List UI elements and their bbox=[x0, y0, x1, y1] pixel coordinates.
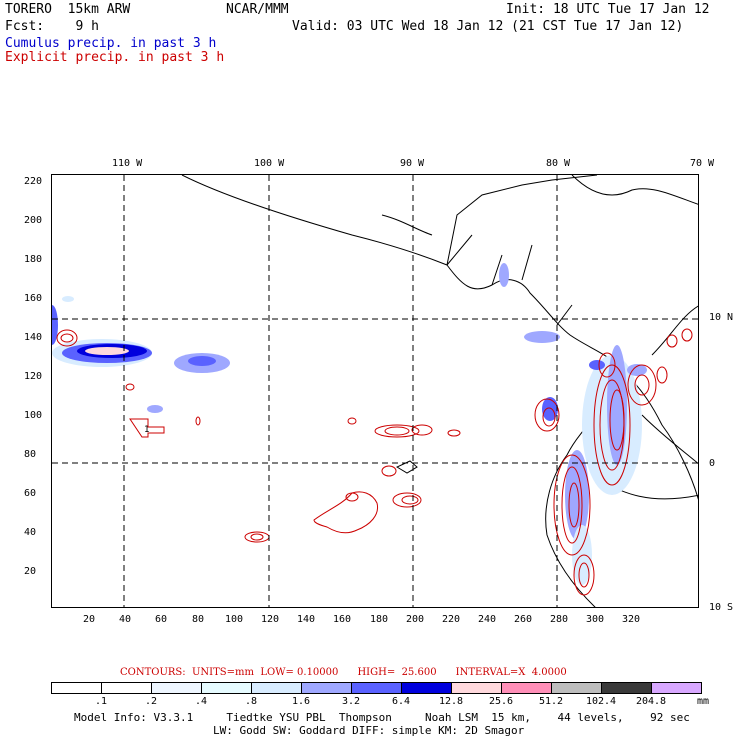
scale-tick: .4 bbox=[194, 696, 208, 707]
scale-tick: .2 bbox=[144, 696, 158, 707]
color-scale-bar bbox=[51, 682, 702, 694]
grid-y-label: 80 bbox=[24, 449, 37, 460]
grid-x-label: 200 bbox=[406, 614, 425, 625]
cumulus-legend: Cumulus precip. in past 3 h bbox=[5, 36, 217, 51]
explicit-legend: Explicit precip. in past 3 h bbox=[5, 50, 225, 65]
map-point-label: 1 bbox=[144, 425, 150, 435]
scale-swatch bbox=[101, 683, 151, 693]
scale-swatch bbox=[401, 683, 451, 693]
grid-y-label: 160 bbox=[24, 293, 43, 304]
map-panel: 1 bbox=[51, 174, 699, 608]
scale-tick: 51.2 bbox=[538, 696, 564, 707]
lat-label-10s: 10 S bbox=[709, 602, 734, 613]
grid-x-label: 100 bbox=[225, 614, 244, 625]
grid-x-label: 120 bbox=[261, 614, 280, 625]
lon-label-100w: 100 W bbox=[254, 158, 285, 169]
grid-y-label: 200 bbox=[24, 215, 43, 226]
grid-y-label: 100 bbox=[24, 410, 43, 421]
scale-swatch bbox=[601, 683, 651, 693]
scale-swatch bbox=[251, 683, 301, 693]
forecast-hour: Fcst: 9 h bbox=[5, 19, 99, 34]
grid-x-label: 220 bbox=[442, 614, 461, 625]
scale-swatch bbox=[201, 683, 251, 693]
grid-x-label: 40 bbox=[119, 614, 132, 625]
grid-x-label: 80 bbox=[192, 614, 205, 625]
scale-swatch bbox=[151, 683, 201, 693]
scale-tick: 6.4 bbox=[391, 696, 411, 707]
grid-y-label: 140 bbox=[24, 332, 43, 343]
grid-y-label: 40 bbox=[24, 527, 37, 538]
grid-x-label: 280 bbox=[550, 614, 569, 625]
lon-label-70w: 70 W bbox=[690, 158, 715, 169]
scale-tick: 1.6 bbox=[291, 696, 311, 707]
scale-tick: 204.8 bbox=[635, 696, 667, 707]
lon-label-80w: 80 W bbox=[546, 158, 571, 169]
grid-x-label: 160 bbox=[333, 614, 352, 625]
grid-y-label: 220 bbox=[24, 176, 43, 187]
grid-y-label: 120 bbox=[24, 371, 43, 382]
scale-swatch bbox=[301, 683, 351, 693]
model-name: TORERO 15km ARW bbox=[5, 2, 131, 17]
scale-tick: 12.8 bbox=[438, 696, 464, 707]
grid-x-label: 320 bbox=[622, 614, 641, 625]
lat-label-0: 0 bbox=[709, 458, 716, 469]
scale-tick: .8 bbox=[244, 696, 258, 707]
scale-tick: 102.4 bbox=[585, 696, 617, 707]
organization: NCAR/MMM bbox=[226, 2, 289, 17]
grid-y-label: 180 bbox=[24, 254, 43, 265]
model-info: Model Info: V3.3.1 Tiedtke YSU PBL Thomp… bbox=[74, 711, 690, 724]
lon-label-110w: 110 W bbox=[112, 158, 143, 169]
grid-y-label: 60 bbox=[24, 488, 37, 499]
grid-y-label: 20 bbox=[24, 566, 37, 577]
map-canvas bbox=[52, 175, 698, 607]
scale-tick: 3.2 bbox=[341, 696, 361, 707]
graticule bbox=[52, 175, 698, 607]
grid-x-label: 240 bbox=[478, 614, 497, 625]
valid-time: Valid: 03 UTC Wed 18 Jan 12 (21 CST Tue … bbox=[292, 19, 684, 34]
grid-x-label: 260 bbox=[514, 614, 533, 625]
grid-x-label: 60 bbox=[155, 614, 168, 625]
scale-unit: mm bbox=[696, 696, 710, 707]
explicit-precip-contours bbox=[56, 328, 693, 596]
scale-swatch bbox=[451, 683, 501, 693]
scale-tick: .1 bbox=[94, 696, 108, 707]
scale-swatch bbox=[52, 683, 101, 693]
lat-label-10n: 10 N bbox=[709, 312, 734, 323]
lon-label-90w: 90 W bbox=[400, 158, 425, 169]
contour-info: CONTOURS: UNITS=mm LOW= 0.10000 HIGH= 25… bbox=[120, 667, 567, 678]
grid-x-label: 300 bbox=[586, 614, 605, 625]
grid-x-label: 180 bbox=[370, 614, 389, 625]
scale-tick: 25.6 bbox=[488, 696, 514, 707]
scale-swatch bbox=[351, 683, 401, 693]
scale-swatch bbox=[651, 683, 701, 693]
grid-x-label: 140 bbox=[297, 614, 316, 625]
scale-swatch bbox=[501, 683, 551, 693]
scale-swatch bbox=[551, 683, 601, 693]
grid-x-label: 20 bbox=[83, 614, 96, 625]
physics-info: LW: Godd SW: Goddard DIFF: simple KM: 2D… bbox=[213, 724, 525, 737]
init-time: Init: 18 UTC Tue 17 Jan 12 bbox=[506, 2, 710, 17]
